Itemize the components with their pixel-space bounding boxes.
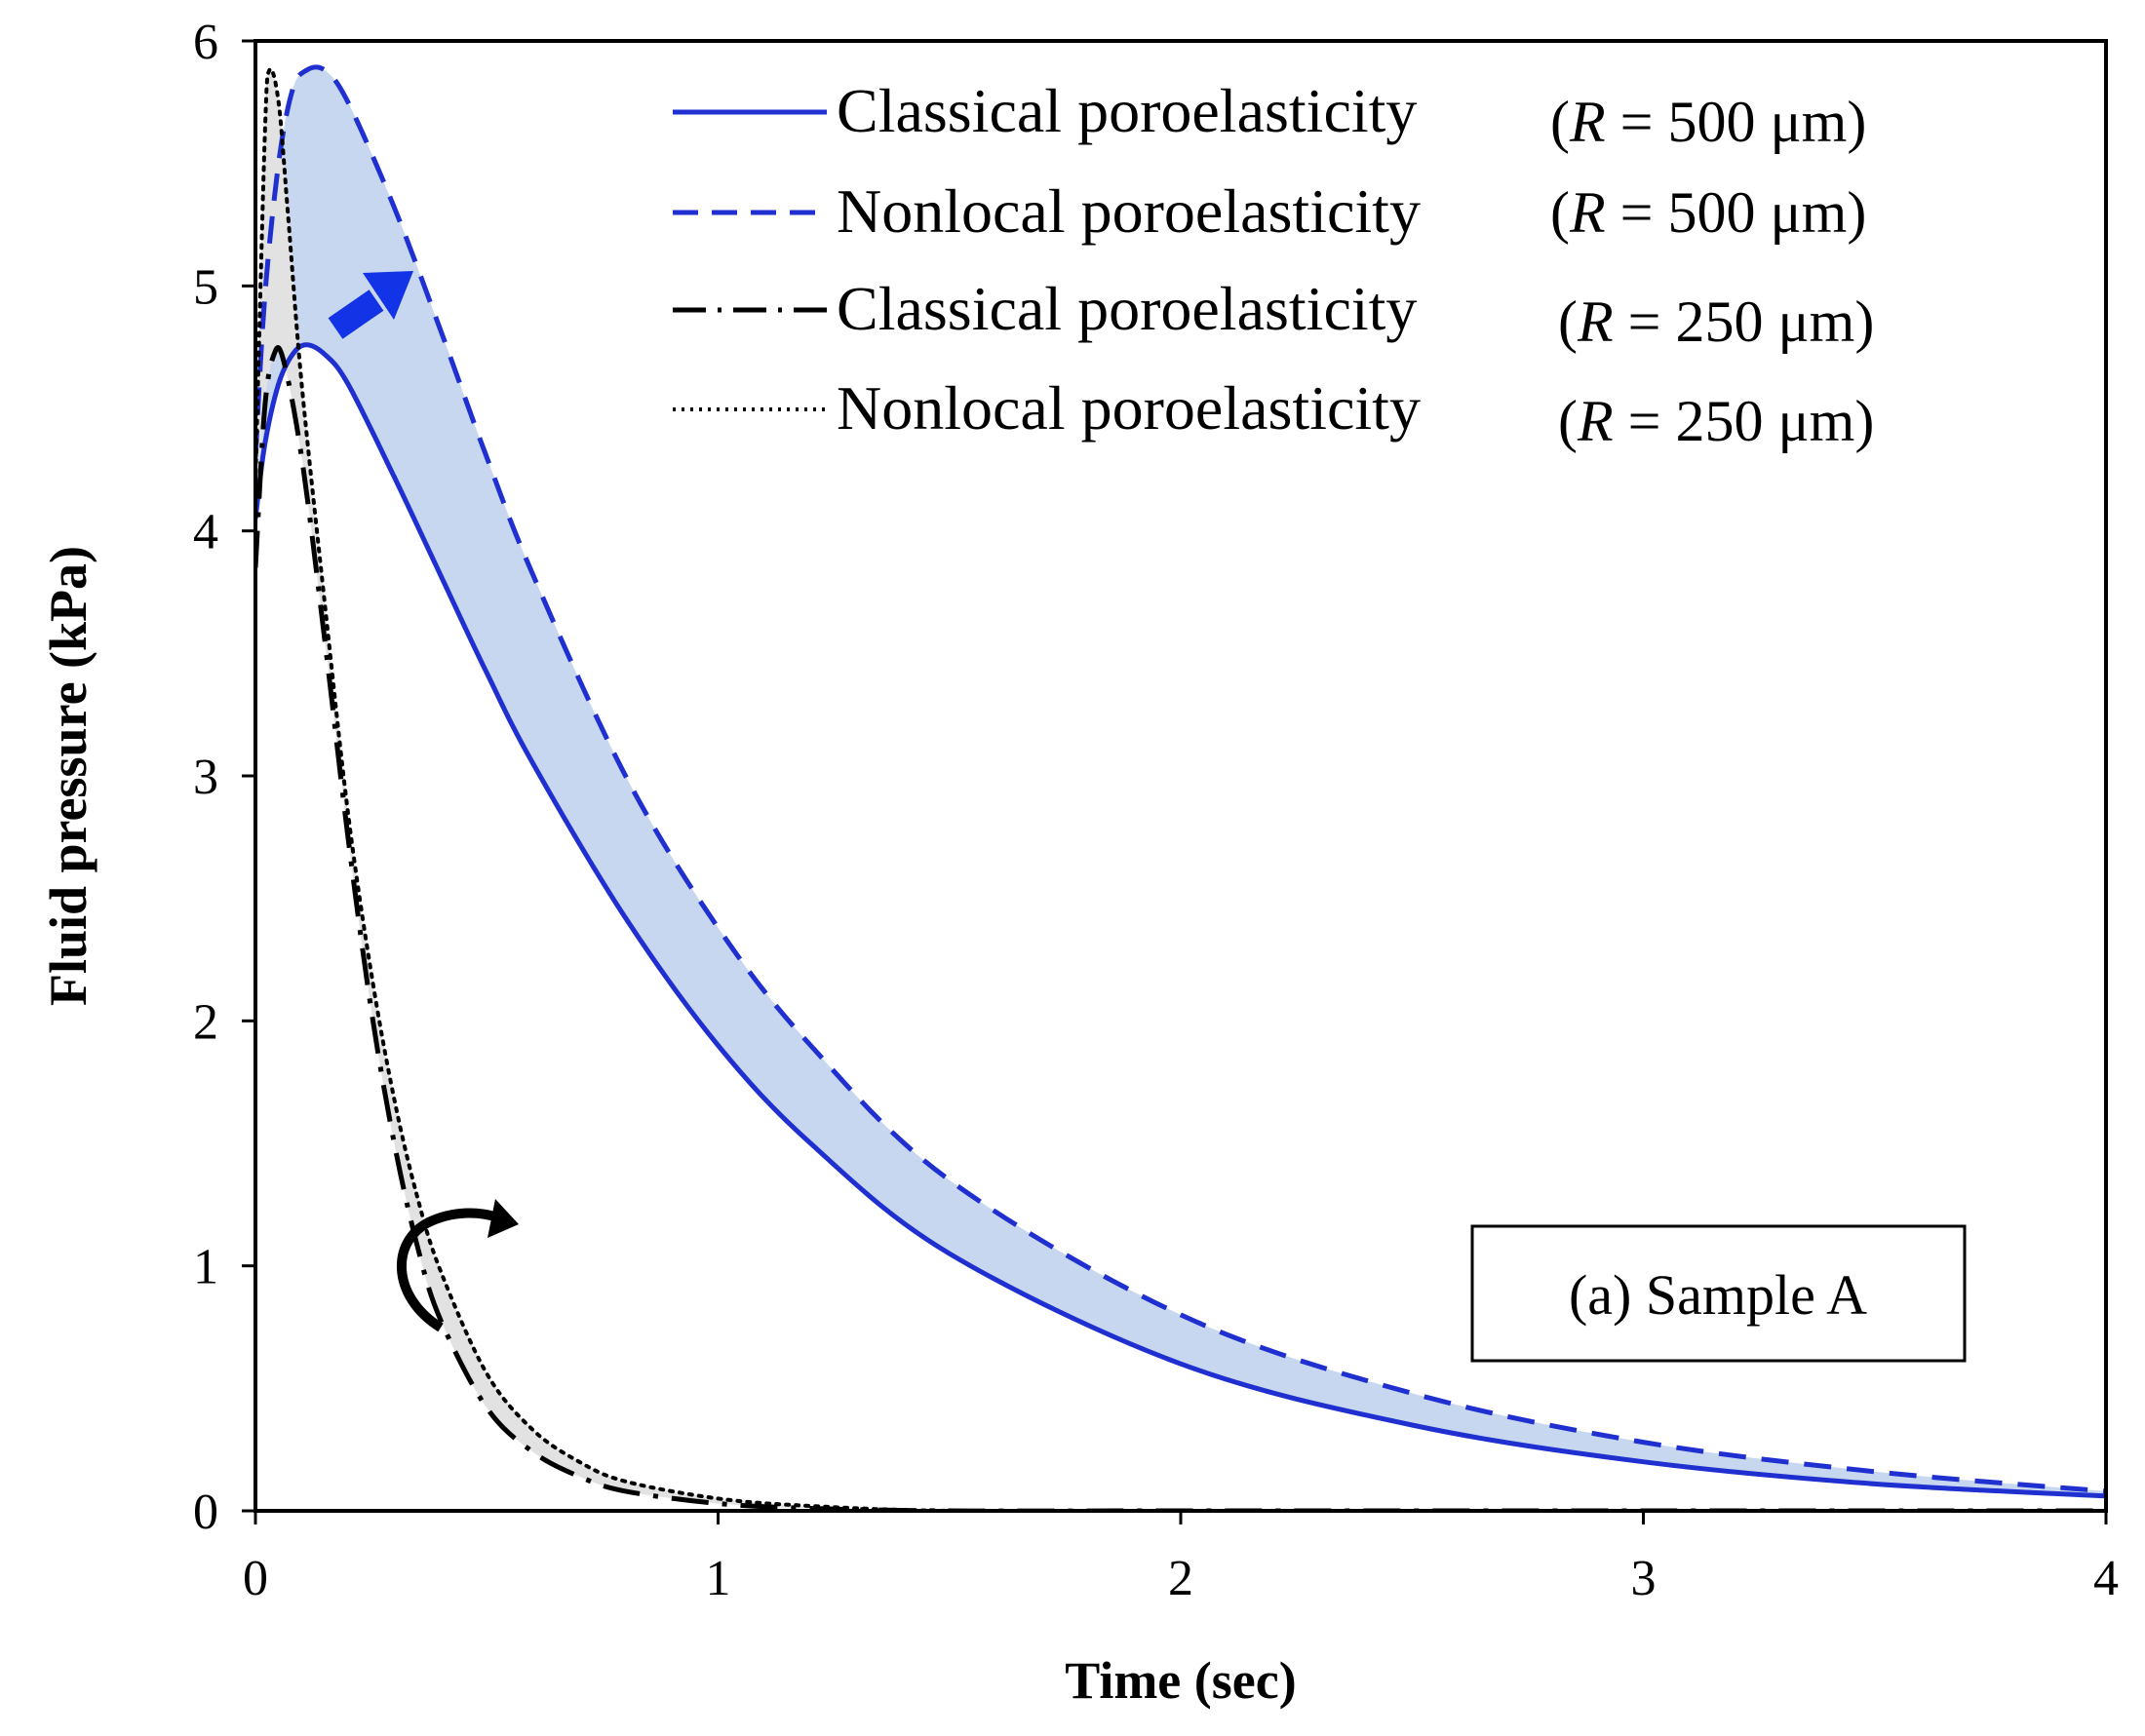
y-tick-label: 6 xyxy=(193,15,218,70)
y-tick-label: 2 xyxy=(193,994,218,1050)
series-line-classical-500 xyxy=(255,342,2106,1499)
legend-param-nonlocal-250: (R = 250 μm) xyxy=(1558,389,1874,453)
y-axis-title: Fluid pressure (kPa) xyxy=(39,546,98,1006)
shaded-bands xyxy=(255,66,2106,1511)
annotation-text: (a) Sample A xyxy=(1569,1263,1867,1327)
legend-label-nonlocal-250: Nonlocal poroelasticity xyxy=(837,373,1421,443)
x-axis-title: Time (sec) xyxy=(1065,1651,1296,1710)
legend-param-classical-250: (R = 250 μm) xyxy=(1558,289,1874,354)
series-lines xyxy=(255,64,2106,1511)
y-tick-label: 4 xyxy=(193,505,218,560)
legend-label-classical-500: Classical poroelasticity xyxy=(837,76,1417,145)
annotation-box xyxy=(1470,1224,1967,1363)
x-tick-label: 4 xyxy=(2093,1551,2119,1606)
x-axis: 0 1 2 3 4 xyxy=(243,1511,2119,1606)
blue-arrow-icon xyxy=(328,271,413,339)
x-tick-label: 2 xyxy=(1168,1551,1193,1606)
y-tick-label: 3 xyxy=(193,750,218,805)
band-500um xyxy=(255,66,2106,1496)
legend-label-classical-250: Classical poroelasticity xyxy=(837,274,1417,343)
y-tick-label: 5 xyxy=(193,259,218,315)
legend-param-classical-500: (R = 500 μm) xyxy=(1550,90,1866,154)
series-line-classical-250 xyxy=(255,344,2106,1511)
curved-arrow-icon xyxy=(396,1199,519,1332)
y-tick-label: 1 xyxy=(193,1240,218,1295)
x-tick-label: 0 xyxy=(243,1551,268,1606)
x-tick-label: 3 xyxy=(1631,1551,1657,1606)
series-line-nonlocal-250 xyxy=(255,66,2106,1511)
legend-param-nonlocal-500: (R = 500 μm) xyxy=(1550,180,1866,245)
x-tick-label: 1 xyxy=(706,1551,731,1606)
legend-label-nonlocal-500: Nonlocal poroelasticity xyxy=(837,176,1421,246)
legend: Classical poroelasticity (R = 500 μm) No… xyxy=(673,76,1874,453)
series-line-nonlocal-500 xyxy=(255,64,2106,1494)
y-axis: 0 1 2 3 4 5 6 xyxy=(193,15,255,1540)
y-tick-label: 0 xyxy=(193,1485,218,1540)
